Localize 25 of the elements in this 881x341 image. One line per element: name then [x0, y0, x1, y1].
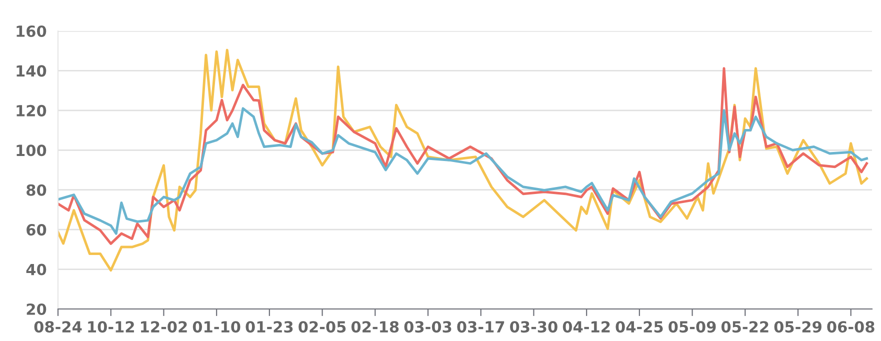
y-tick-label: 140 — [16, 65, 46, 77]
x-tick-label: 12-02 — [141, 321, 187, 333]
line-series — [58, 107, 868, 235]
x-tick-label: 04-25 — [616, 321, 663, 333]
x-tick-label: 10-12 — [88, 321, 134, 333]
x-tick-label: 08-24 — [34, 321, 82, 333]
y-tick-label: 80 — [26, 184, 46, 196]
y-tick-label: 60 — [26, 224, 46, 236]
x-tick-label: 03-17 — [457, 321, 504, 333]
x-tick-label: 03-30 — [510, 321, 558, 333]
y-tick-label: 160 — [16, 25, 46, 38]
x-tick-label: 05-22 — [721, 321, 768, 333]
x-tick-label: 02-18 — [351, 321, 399, 333]
y-tick-label: 120 — [16, 104, 46, 116]
y-tick-label: 40 — [26, 264, 46, 276]
y-tick-label: 100 — [16, 144, 46, 156]
x-tick-label: 01-23 — [246, 321, 293, 333]
x-tick-label: 04-12 — [562, 321, 610, 333]
x-tick-label: 01-10 — [192, 321, 240, 333]
x-tick-label: 03-03 — [404, 321, 452, 333]
x-tick-label: 05-09 — [668, 321, 716, 333]
y-tick-label: 20 — [26, 303, 46, 316]
x-tick-label: 05-29 — [774, 321, 822, 333]
x-tick-label: 02-05 — [298, 321, 346, 333]
x-tick-label: 06-08 — [827, 321, 874, 333]
